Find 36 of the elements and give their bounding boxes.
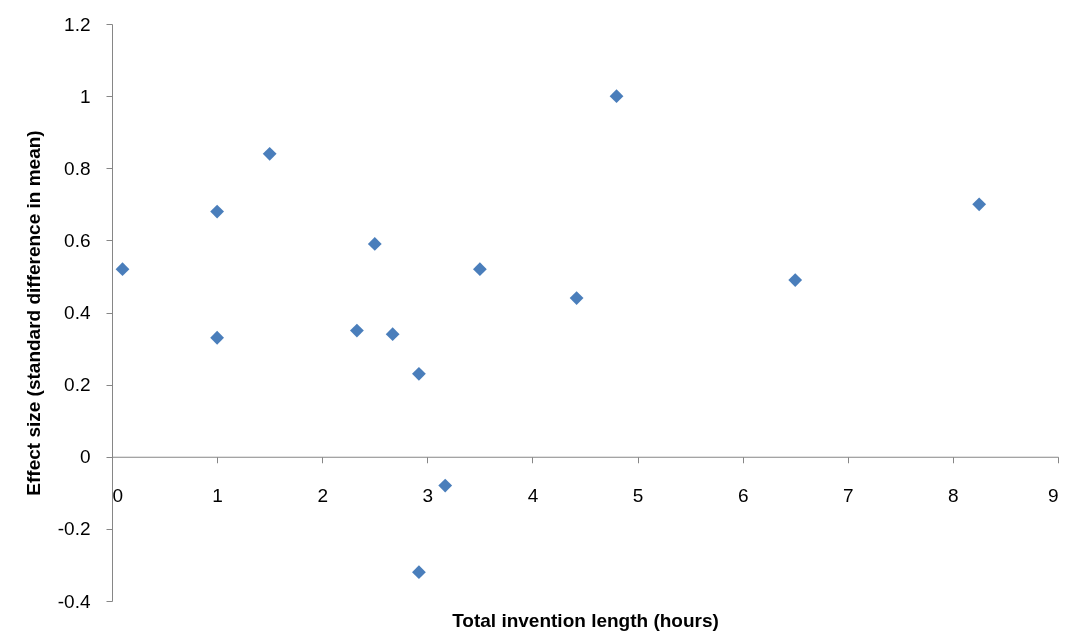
x-tick-label: 8: [948, 485, 959, 507]
y-tick-label: 1.2: [64, 13, 91, 35]
y-tick-label: 1: [79, 85, 91, 107]
point: [473, 262, 487, 277]
y-axis-title: Effect size (standard difference in mean): [22, 130, 44, 496]
x-tick-label: 5: [632, 485, 644, 507]
point: [385, 327, 400, 342]
x-tick-label: 0: [112, 485, 124, 507]
point: [788, 273, 803, 287]
x-tick-label: 3: [422, 485, 434, 507]
point: [412, 366, 426, 381]
point: [438, 478, 453, 493]
y-tick-label: -0.2: [57, 518, 91, 540]
y-tick-label: 0: [79, 446, 91, 468]
point: [972, 197, 987, 212]
point: [350, 323, 364, 338]
y-tick-label: 0.2: [64, 374, 91, 396]
y-tick-label: -0.4: [57, 590, 91, 612]
y-tick-label: 0.8: [64, 157, 91, 179]
point: [412, 565, 426, 580]
point: [115, 262, 130, 277]
x-axis-title: Total invention length (hours): [452, 609, 719, 631]
x-tick-label: 2: [317, 485, 329, 507]
x-tick-label: 7: [842, 485, 854, 507]
x-tick-label: 4: [527, 485, 539, 507]
y-tick-label: 0.6: [64, 229, 91, 251]
point: [569, 291, 584, 305]
point: [262, 146, 277, 161]
point: [609, 89, 624, 104]
y-tick-label: 0.4: [64, 302, 91, 323]
point: [210, 330, 224, 345]
point: [367, 237, 382, 251]
point: [210, 204, 224, 219]
x-tick-label: 1: [212, 485, 223, 507]
x-tick-label: 6: [737, 485, 749, 507]
x-tick-label: 9: [1047, 485, 1059, 507]
